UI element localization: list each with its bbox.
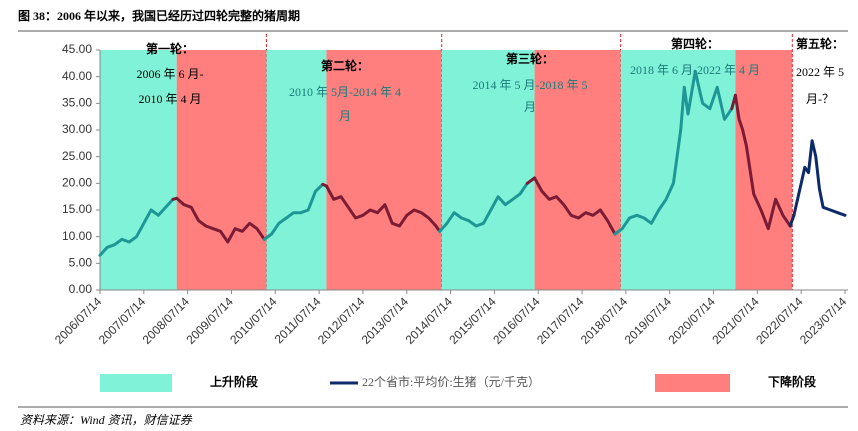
annotation: 2006 年 6 月- <box>137 67 204 81</box>
annotation: 2010 年 4 月 <box>138 92 201 106</box>
price-line <box>270 182 325 236</box>
line-connector <box>525 176 537 185</box>
y-tick-label: 0.00 <box>69 282 93 296</box>
price-line <box>175 196 266 244</box>
legend-label: 下降阶段 <box>768 374 817 389</box>
phase-band <box>620 50 736 290</box>
phase-band <box>735 50 793 290</box>
annotation: 第一轮： <box>146 41 194 56</box>
source: 资料来源：Wind 资讯，财信证券 <box>20 413 193 427</box>
price-line <box>445 181 529 228</box>
line-connector <box>438 221 449 233</box>
y-tick-label: 30.00 <box>62 122 92 136</box>
y-tick-label: 5.00 <box>69 256 93 270</box>
annotation: 第二轮： <box>321 58 369 73</box>
annotation: 第三轮： <box>506 51 554 66</box>
legend-swatch <box>100 374 172 392</box>
chart-title: 图 38：2006 年以来，我国已经历过四轮完整的猪周期 <box>18 8 300 23</box>
phase-band <box>266 50 327 290</box>
y-tick-label: 40.00 <box>62 69 92 83</box>
y-tick-label: 25.00 <box>62 149 92 163</box>
annotation: 第四轮： <box>671 36 719 51</box>
x-tick-label: 2010/07/14 <box>227 294 280 347</box>
y-tick-label: 45.00 <box>62 42 92 56</box>
annotation: 月-？ <box>806 92 834 106</box>
price-line <box>733 93 792 231</box>
annotation: 2022 年 5 <box>796 65 844 79</box>
legend-swatch <box>655 374 730 392</box>
annotation: 2014 年 5 月-2018 年 5 <box>473 78 588 92</box>
y-tick-label: 35.00 <box>62 96 92 110</box>
y-tick-label: 10.00 <box>62 229 92 243</box>
line-connector <box>788 213 796 228</box>
annotation: 月 <box>524 100 536 114</box>
legend-label: 22个省市:平均价:生猪（元/千克） <box>362 374 540 389</box>
phase-band <box>534 50 621 290</box>
phase-band <box>100 50 177 290</box>
x-tick-label: 2023/07/14 <box>797 294 850 347</box>
phase-band <box>441 50 535 290</box>
phase-band <box>326 50 442 290</box>
price-line <box>98 197 175 257</box>
y-tick-label: 20.00 <box>62 176 92 190</box>
annotation: 2010 年 5月-2014 年 4 <box>289 85 401 99</box>
price-line <box>792 139 847 217</box>
price-line <box>620 69 734 231</box>
price-line <box>324 184 442 233</box>
phase-band <box>176 50 267 290</box>
legend-label: 上升阶段 <box>210 374 259 389</box>
price-line <box>533 176 617 236</box>
annotation: 月 <box>339 109 351 123</box>
annotation: 第五轮： <box>796 36 844 51</box>
y-tick-label: 15.00 <box>62 202 92 216</box>
annotation: 2018 年 6 月-2022 年 4 月 <box>630 63 760 77</box>
